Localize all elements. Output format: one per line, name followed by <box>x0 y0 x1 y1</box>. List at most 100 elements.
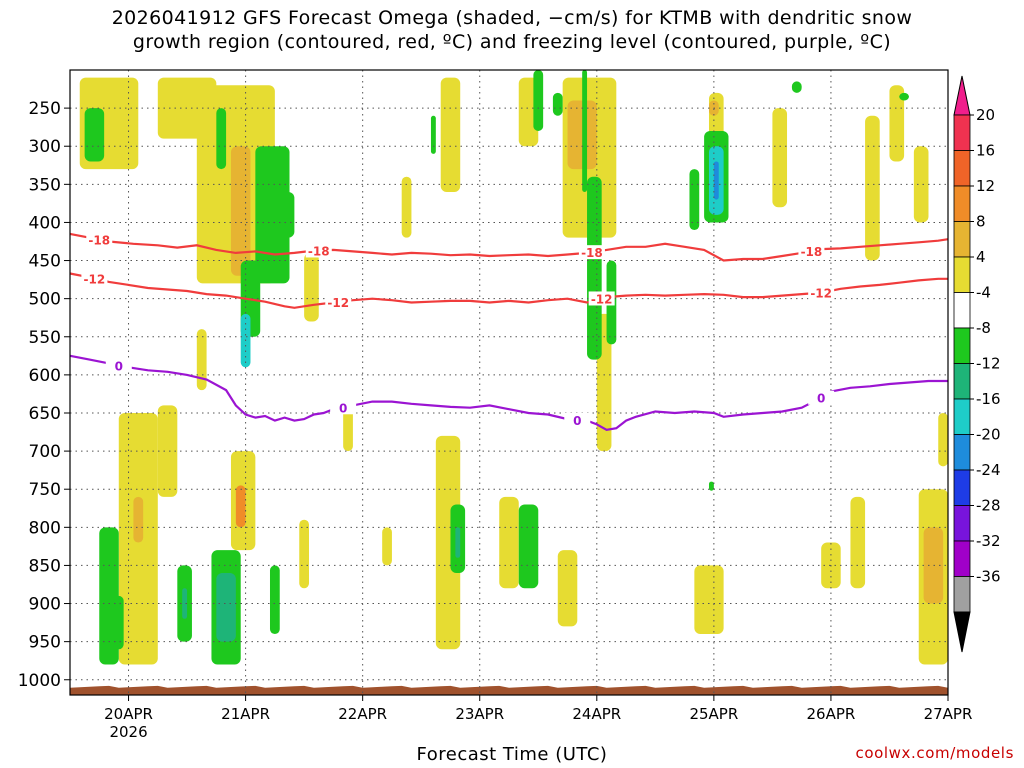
x-tick-sublabel: 2026 <box>109 723 147 741</box>
y-tick-label: 1000 <box>18 671 61 691</box>
colorbar-label: -16 <box>976 390 1001 408</box>
colorbar-swatch <box>953 434 971 471</box>
omega-cell <box>533 70 544 131</box>
chart-title-line-1: 2026041912 GFS Forecast Omega (shaded, −… <box>111 7 913 29</box>
y-tick-label: 300 <box>29 137 61 157</box>
x-axis-label: Forecast Time (UTC) <box>416 744 608 765</box>
omega-cell <box>216 108 227 170</box>
y-tick-label: 700 <box>29 442 61 462</box>
omega-cell <box>913 146 929 223</box>
colorbar-swatch <box>953 576 971 613</box>
omega-cell <box>435 435 461 650</box>
omega-cell <box>772 108 788 208</box>
x-tick-label: 25APR <box>689 705 738 723</box>
x-tick-label: 24APR <box>572 705 621 723</box>
contour-label-bg <box>86 232 113 247</box>
omega-cell <box>518 504 539 589</box>
contour-label: -18 <box>88 234 110 248</box>
omega-cell <box>430 115 436 154</box>
contour-label-bg <box>81 271 108 286</box>
y-tick-label: 350 <box>29 175 61 195</box>
colorbar-label: 20 <box>976 106 995 124</box>
colorbar-label: -4 <box>976 284 991 302</box>
omega-cell <box>304 252 319 322</box>
ground-surface <box>70 685 948 695</box>
colorbar-label: -28 <box>976 497 1001 515</box>
omega-cell <box>552 92 563 116</box>
y-tick-label: 400 <box>29 213 61 233</box>
contour-label: 0 <box>339 401 347 415</box>
contour-label: -12 <box>327 296 349 310</box>
omega-cell <box>269 565 280 635</box>
contour-label-bg <box>588 291 615 306</box>
contour-line <box>69 354 948 431</box>
contour-label: 0 <box>573 414 581 428</box>
contour-label: -12 <box>810 287 832 301</box>
colorbar-bottom-arrow <box>953 611 971 653</box>
contour-label: -18 <box>308 244 330 258</box>
colorbar-swatch <box>953 540 971 577</box>
omega-cell <box>216 573 236 642</box>
omega-cell <box>899 92 909 101</box>
ground-layer <box>70 685 948 695</box>
contour-label-bg <box>578 245 605 260</box>
omega-cell <box>157 405 178 497</box>
omega-cell <box>713 161 719 200</box>
omega-cell <box>889 85 905 162</box>
colorbar-swatch <box>953 292 971 329</box>
y-axis: 250 300 350 400 450 500 550 600 650 700 750 800 850 9… <box>18 99 70 691</box>
omega-cell <box>440 77 461 192</box>
colorbar-label: -12 <box>976 355 1001 373</box>
gridlines <box>70 70 948 695</box>
colorbar-swatch <box>953 505 971 542</box>
contour-label-bg <box>798 244 825 259</box>
chart-title: 2026041912 GFS Forecast Omega (shaded, −… <box>0 6 1024 54</box>
colorbar-swatch <box>953 114 971 151</box>
omega-cell <box>279 191 295 238</box>
credit-link[interactable]: coolwx.com/models <box>855 744 1014 762</box>
omega-cell <box>557 550 578 627</box>
omega-cell <box>850 496 866 589</box>
colorbar-label: 4 <box>976 248 986 266</box>
x-tick-label: 22APR <box>338 705 387 723</box>
y-tick-label: 600 <box>29 366 61 386</box>
contour-label-bg <box>325 294 352 309</box>
plot-frame <box>69 69 949 696</box>
colorbar-label: -32 <box>976 532 1001 550</box>
colorbar-swatch <box>953 327 971 364</box>
contour-label: -12 <box>591 292 613 306</box>
y-tick-label: 750 <box>29 480 61 500</box>
omega-cell <box>791 81 802 93</box>
colorbar-swatch <box>953 469 971 506</box>
omega-cell <box>84 108 105 162</box>
y-tick-label: 950 <box>29 633 61 653</box>
colorbar-label: 8 <box>976 213 986 231</box>
y-tick-label: 850 <box>29 556 61 576</box>
omega-cell <box>382 527 392 566</box>
omega-cell <box>567 100 597 170</box>
contour-label-bg <box>305 243 332 258</box>
omega-cell <box>401 176 412 238</box>
contour-label: 0 <box>817 392 825 406</box>
x-tick-label: 23APR <box>455 705 504 723</box>
colorbar-swatch <box>953 363 971 400</box>
contour-label: -12 <box>84 272 106 286</box>
contour-lines: -18 -18 -18 -18 -12 -12 -12 -12 0 0 0 0 <box>69 232 949 431</box>
omega-cell <box>133 496 144 543</box>
colorbar-label: -36 <box>976 568 1001 586</box>
contour-label: 0 <box>115 359 123 373</box>
omega-cell <box>230 146 251 276</box>
omega-cell <box>708 481 714 491</box>
omega-cell <box>255 146 290 284</box>
colorbar: 20 16 12 8 4 -4 -8 -12 -16 -20 -24 -28 -32 -36 <box>953 75 1001 653</box>
y-tick-label: 550 <box>29 328 61 348</box>
omega-cell <box>235 485 246 528</box>
omega-cell <box>299 519 310 589</box>
omega-cell <box>938 412 948 467</box>
omega-cell <box>923 527 944 604</box>
colorbar-top-arrow <box>953 75 971 116</box>
colorbar-swatch <box>953 221 971 258</box>
x-tick-label: 27APR <box>924 705 973 723</box>
contour-label: -18 <box>581 246 603 260</box>
